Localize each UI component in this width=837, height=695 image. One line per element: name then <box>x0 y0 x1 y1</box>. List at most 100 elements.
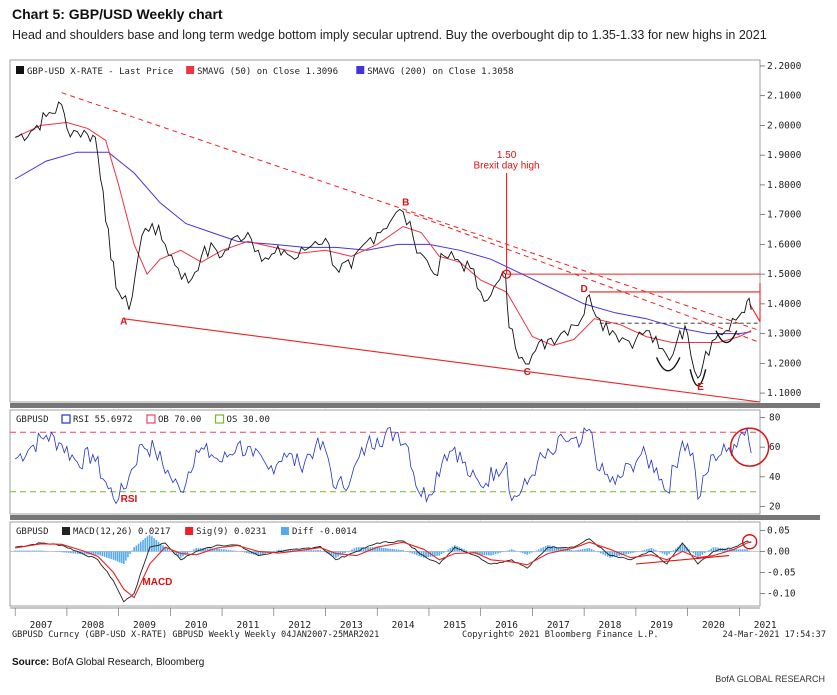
rsi-legend-swatch-rsi <box>61 414 71 424</box>
macd-diff-bar <box>692 551 695 554</box>
macd-diff-bar <box>308 550 310 552</box>
macd-diff-bar <box>688 549 690 552</box>
macd-diff-bar <box>434 551 436 557</box>
point-label-b: B <box>402 198 409 209</box>
trendline <box>749 303 761 322</box>
macd-diff-bar <box>116 551 119 562</box>
panel-divider <box>10 403 820 408</box>
macd-diff-bar <box>303 550 306 552</box>
macd-diff-bar <box>250 551 253 555</box>
macd-diff-bar <box>741 549 744 552</box>
macd-diff-bar <box>436 551 438 556</box>
macd-diff-bar <box>425 551 427 558</box>
macd-diff-bar <box>746 549 748 552</box>
sma50-series-line <box>14 121 752 347</box>
macd-diff-bar <box>588 548 591 552</box>
macd-diff-bar <box>259 551 262 555</box>
macd-diff-bar <box>717 547 719 552</box>
macd-diff-bar <box>139 541 142 552</box>
macd-diff-bar <box>557 547 560 552</box>
macd-diff-bar <box>195 548 198 552</box>
panel-frame-price <box>9 59 761 403</box>
macd-diff-bar <box>312 550 315 552</box>
macd-diff-bar <box>310 550 312 552</box>
macd-diff-bar <box>227 549 230 552</box>
macd-diff-bar <box>351 549 353 552</box>
macd-diff-bar <box>186 551 189 554</box>
macd-y-tick-label: 0.05 <box>767 525 790 536</box>
macd-diff-bar <box>380 547 383 552</box>
macd-diff-bar <box>142 540 144 552</box>
macd-diff-bar <box>632 551 634 553</box>
macd-diff-bar <box>193 549 195 552</box>
macd-diff-bar <box>666 551 668 556</box>
macd-diff-bar <box>694 551 697 556</box>
macd-diff-bar <box>216 548 218 552</box>
panel-frame-rsi <box>9 409 761 515</box>
callout-value: 1.50 <box>497 150 517 161</box>
source-text: BofA Global Research, Bloomberg <box>49 657 205 668</box>
head-arc <box>689 369 707 387</box>
macd-diff-bar <box>540 548 542 552</box>
macd-diff-bar <box>159 543 162 552</box>
left-shoulder-arc <box>655 357 681 372</box>
macd-diff-bar <box>319 550 322 552</box>
y-tick-label: 1.2000 <box>767 358 802 369</box>
macd-diff-bar <box>339 551 342 556</box>
x-tick-label: 2008 <box>81 620 104 631</box>
price-legend-bg <box>12 64 602 77</box>
rsi-series-line <box>14 426 752 505</box>
macd-diff-bar <box>465 550 468 552</box>
rsi-y-tick-label: 40 <box>769 472 781 483</box>
macd-diff-bar <box>584 548 586 552</box>
macd-diff-bar <box>162 545 164 552</box>
macd-diff-bar <box>129 551 131 554</box>
macd-diff-bar <box>699 551 701 557</box>
y-tick-label: 1.5000 <box>767 269 802 280</box>
macd-diff-bar <box>222 549 225 552</box>
macd-diff-bar <box>83 551 86 555</box>
macd-diff-bar <box>566 549 569 552</box>
macd-diff-bar <box>499 551 502 553</box>
macd-diff-bar <box>555 546 558 552</box>
macd-diff-bar <box>449 548 452 552</box>
macd-diff-bar <box>204 548 207 552</box>
macd-diff-bar <box>497 551 499 554</box>
macd-diff-bar <box>586 548 588 552</box>
macd-diff-bar <box>663 551 666 555</box>
macd-diff-bar <box>225 549 227 552</box>
macd-diff-bar <box>332 551 335 557</box>
macd-diff-bar <box>190 550 193 552</box>
macd-diff-bar <box>289 549 292 552</box>
rsi-legend-label-os: OS 30.00 <box>227 415 270 425</box>
macd-diff-bar <box>560 547 562 552</box>
macd-diff-bar <box>151 536 153 552</box>
macd-diff-bar <box>179 551 182 558</box>
legend-label-sma50: SMAVG (50) on Close 1.3096 <box>197 67 338 77</box>
x-tick-label: 2017 <box>547 620 570 631</box>
macd-diff-bar <box>672 550 675 552</box>
macd-diff-bar <box>418 551 420 557</box>
macd-diff-bar <box>14 550 16 552</box>
bloomberg-footer-left: GBPUSD Curncy (GBP-USD X-RATE) GBPUSD We… <box>12 630 379 640</box>
macd-diff-bar <box>188 551 191 553</box>
macd-diff-bar <box>112 551 115 560</box>
macd-diff-bar <box>470 551 472 553</box>
macd-diff-bar <box>248 551 250 554</box>
macd-diff-bar <box>133 547 135 552</box>
bloomberg-chart: 2007 2008 2009 2010 2011 2012 2013 2014 2015 2016… <box>0 52 837 652</box>
point-label-d: D <box>581 284 588 295</box>
macd-diff-bar <box>255 551 257 556</box>
macd-diff-bar <box>317 550 319 552</box>
macd-diff-bar <box>712 547 715 552</box>
trendline <box>61 92 761 332</box>
macd-annotation: MACD <box>142 577 172 588</box>
macd-diff-bar <box>625 551 627 555</box>
macd-diff-bar <box>58 551 61 553</box>
macd-diff-bar <box>362 547 365 552</box>
macd-diff-bar <box>364 547 367 552</box>
macd-diff-bar <box>287 549 289 552</box>
macd-diff-bar <box>519 551 522 553</box>
x-tick-label: 2020 <box>702 620 725 631</box>
macd-diff-bar <box>726 548 729 552</box>
